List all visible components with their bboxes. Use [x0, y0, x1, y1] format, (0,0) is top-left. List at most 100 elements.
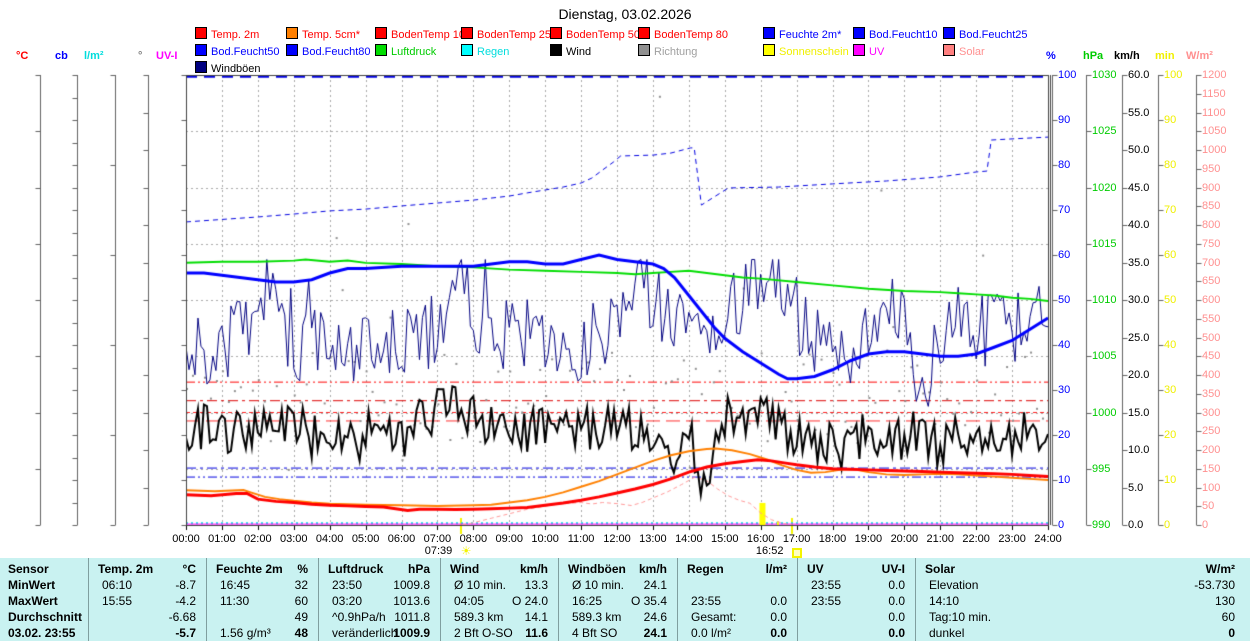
- table-cell-value: 0: [1228, 626, 1235, 640]
- table-col-unit: l/m²: [765, 562, 787, 576]
- axis-tick-label: 10.0: [1128, 444, 1150, 456]
- table-col-label-feuchte-2m: Feuchte 2m: [216, 562, 283, 576]
- legend-swatch-feuchte-2m: [763, 27, 775, 39]
- axis-tick-label: 70: [1164, 204, 1177, 216]
- axis-tick-label: 20: [1164, 429, 1177, 441]
- x-axis-tick-label: 14:00: [675, 533, 703, 545]
- axis-tick-label: 20.0: [1128, 369, 1150, 381]
- x-axis-tick-label: 07:00: [423, 533, 452, 545]
- axis-tick-label: 90: [1058, 114, 1071, 126]
- table-column-divider: [318, 558, 319, 641]
- legend-label: Regen: [477, 46, 510, 58]
- x-axis-tick-label: 13:00: [639, 533, 667, 545]
- table-col-unit: W/m²: [1205, 562, 1235, 576]
- axis-tick-label: 850: [1202, 200, 1221, 213]
- legend-item-bod-feucht25: Bod.Feucht25: [943, 27, 1028, 41]
- axis-unit-uv-i: UV-I: [156, 50, 178, 62]
- x-axis-tick-label: 08:00: [459, 533, 488, 545]
- table-col-unit: km/h: [519, 562, 548, 576]
- legend-item-bodentemp-25: BodenTemp 25: [461, 27, 551, 41]
- axis-tick-label: 0: [1058, 519, 1065, 531]
- legend-label: Temp. 2m: [211, 29, 260, 41]
- table-col-label-windböen: Windböen: [568, 562, 626, 576]
- table-cell-label: ^0.9hPa/h: [332, 610, 386, 624]
- table-cell-label: 0.0 l/m²: [691, 626, 732, 640]
- x-axis-tick-label: 22:00: [962, 533, 990, 545]
- table-cell-value: 24.1: [643, 626, 667, 640]
- table-cell-value: [687, 578, 787, 593]
- sun-icon: ☀: [460, 544, 472, 558]
- legend-item-luftdruck: Luftdruck: [375, 44, 436, 58]
- legend-swatch-richtung: [638, 44, 650, 56]
- legend-label: BodenTemp 25: [477, 29, 551, 41]
- table-cell-label: 589.3 km: [572, 610, 622, 624]
- legend-swatch-sonnenschein: [763, 44, 775, 56]
- table-cell-value: -4.2: [175, 594, 196, 608]
- table-cell-value: 60: [294, 594, 308, 608]
- axis-tick-label: 30: [1164, 384, 1177, 396]
- table-cell-label: Elevation: [929, 578, 979, 592]
- table-col-label-regen: Regen: [687, 562, 724, 576]
- table-row-header: Durchschnitt: [8, 610, 83, 624]
- table-cell-label: Gesamt:: [691, 610, 737, 624]
- axis-tick-label: 30: [1058, 384, 1071, 396]
- axis-tick-label: 100: [1058, 69, 1077, 81]
- table-cell-value: 11.6: [525, 626, 548, 640]
- x-axis-tick-label: 15:00: [710, 533, 739, 545]
- table-cell-label: 4 Bft SO: [572, 626, 618, 640]
- legend-item-feuchte-2m: Feuchte 2m*: [763, 27, 841, 41]
- table-cell-value: O 35.4: [630, 594, 667, 608]
- table-cell-label: 2 Bft O-SO: [454, 626, 513, 640]
- table-cell-value: 48: [294, 626, 308, 640]
- table-cell-value: O 24.0: [511, 594, 548, 608]
- legend-item-richtung: Richtung: [638, 44, 697, 58]
- x-axis-tick-label: 20:00: [890, 533, 919, 545]
- table-cell-label: 23:55: [811, 578, 842, 592]
- table-column-divider: [677, 558, 678, 641]
- legend-item-temp-5cm: Temp. 5cm*: [286, 27, 360, 41]
- axis-tick-label: 1030: [1092, 69, 1117, 81]
- legend-label: BodenTemp 10: [391, 29, 465, 41]
- table-cell-label: 16:25: [572, 594, 603, 608]
- x-axis-tick-label: 05:00: [351, 533, 380, 545]
- x-axis-tick-label: 01:00: [208, 533, 236, 545]
- axis-tick-label: 50.0: [1128, 144, 1150, 156]
- table-cell-label: 15:55: [102, 594, 133, 608]
- table-col-unit: °C: [182, 562, 196, 576]
- legend-swatch-uv: [853, 44, 865, 56]
- x-axis-tick-label: 21:00: [926, 533, 955, 545]
- axis-tick-label: 1000: [1092, 406, 1117, 419]
- table-cell-value: 130: [1214, 594, 1235, 608]
- x-axis-tick-label: 11:00: [567, 533, 595, 545]
- axis-tick-label: 40: [1164, 339, 1177, 351]
- table-row-header: MaxWert: [8, 594, 58, 608]
- x-axis-tick-label: 19:00: [854, 533, 883, 545]
- table-cell-label: 04:05: [454, 594, 485, 608]
- axis-tick-label: 50: [1202, 500, 1215, 513]
- axis-tick-label: 450: [1202, 350, 1221, 363]
- table-column-divider: [440, 558, 441, 641]
- table-cell-value: -8.7: [175, 578, 196, 592]
- legend-item-uv: UV: [853, 44, 884, 58]
- stats-table: Sensor MinWert MaxWert Durchschnitt 03.02. 2…: [0, 558, 1250, 641]
- table-column-divider: [558, 558, 559, 641]
- axis-tick-label: 0: [1202, 519, 1209, 531]
- table-column-divider: [915, 558, 916, 641]
- table-cell-label: 03:20: [332, 594, 363, 608]
- legend-item-bod-feucht50: Bod.Feucht50: [195, 44, 280, 58]
- table-col-label-uv: UV: [807, 562, 824, 576]
- legend-item-solar: Solar: [943, 44, 985, 58]
- table-cell-value: -53.730: [1194, 578, 1235, 592]
- table-cell-value: 0.0: [888, 610, 905, 624]
- axis-tick-label: 60: [1058, 249, 1071, 261]
- axis-tick-label: 80: [1058, 159, 1071, 171]
- table-cell-label: 23:50: [332, 578, 363, 592]
- x-axis-tick-label: 18:00: [818, 533, 847, 545]
- axis-tick-label: 300: [1202, 406, 1221, 419]
- axis-tick-label: 800: [1202, 219, 1221, 231]
- table-cell-label: Ø 10 min.: [454, 578, 507, 592]
- table-cell-value: 1011.8: [394, 610, 430, 624]
- legend-item-bodentemp-50: BodenTemp 50: [550, 27, 640, 41]
- x-axis-tick-label: 00:00: [172, 533, 200, 545]
